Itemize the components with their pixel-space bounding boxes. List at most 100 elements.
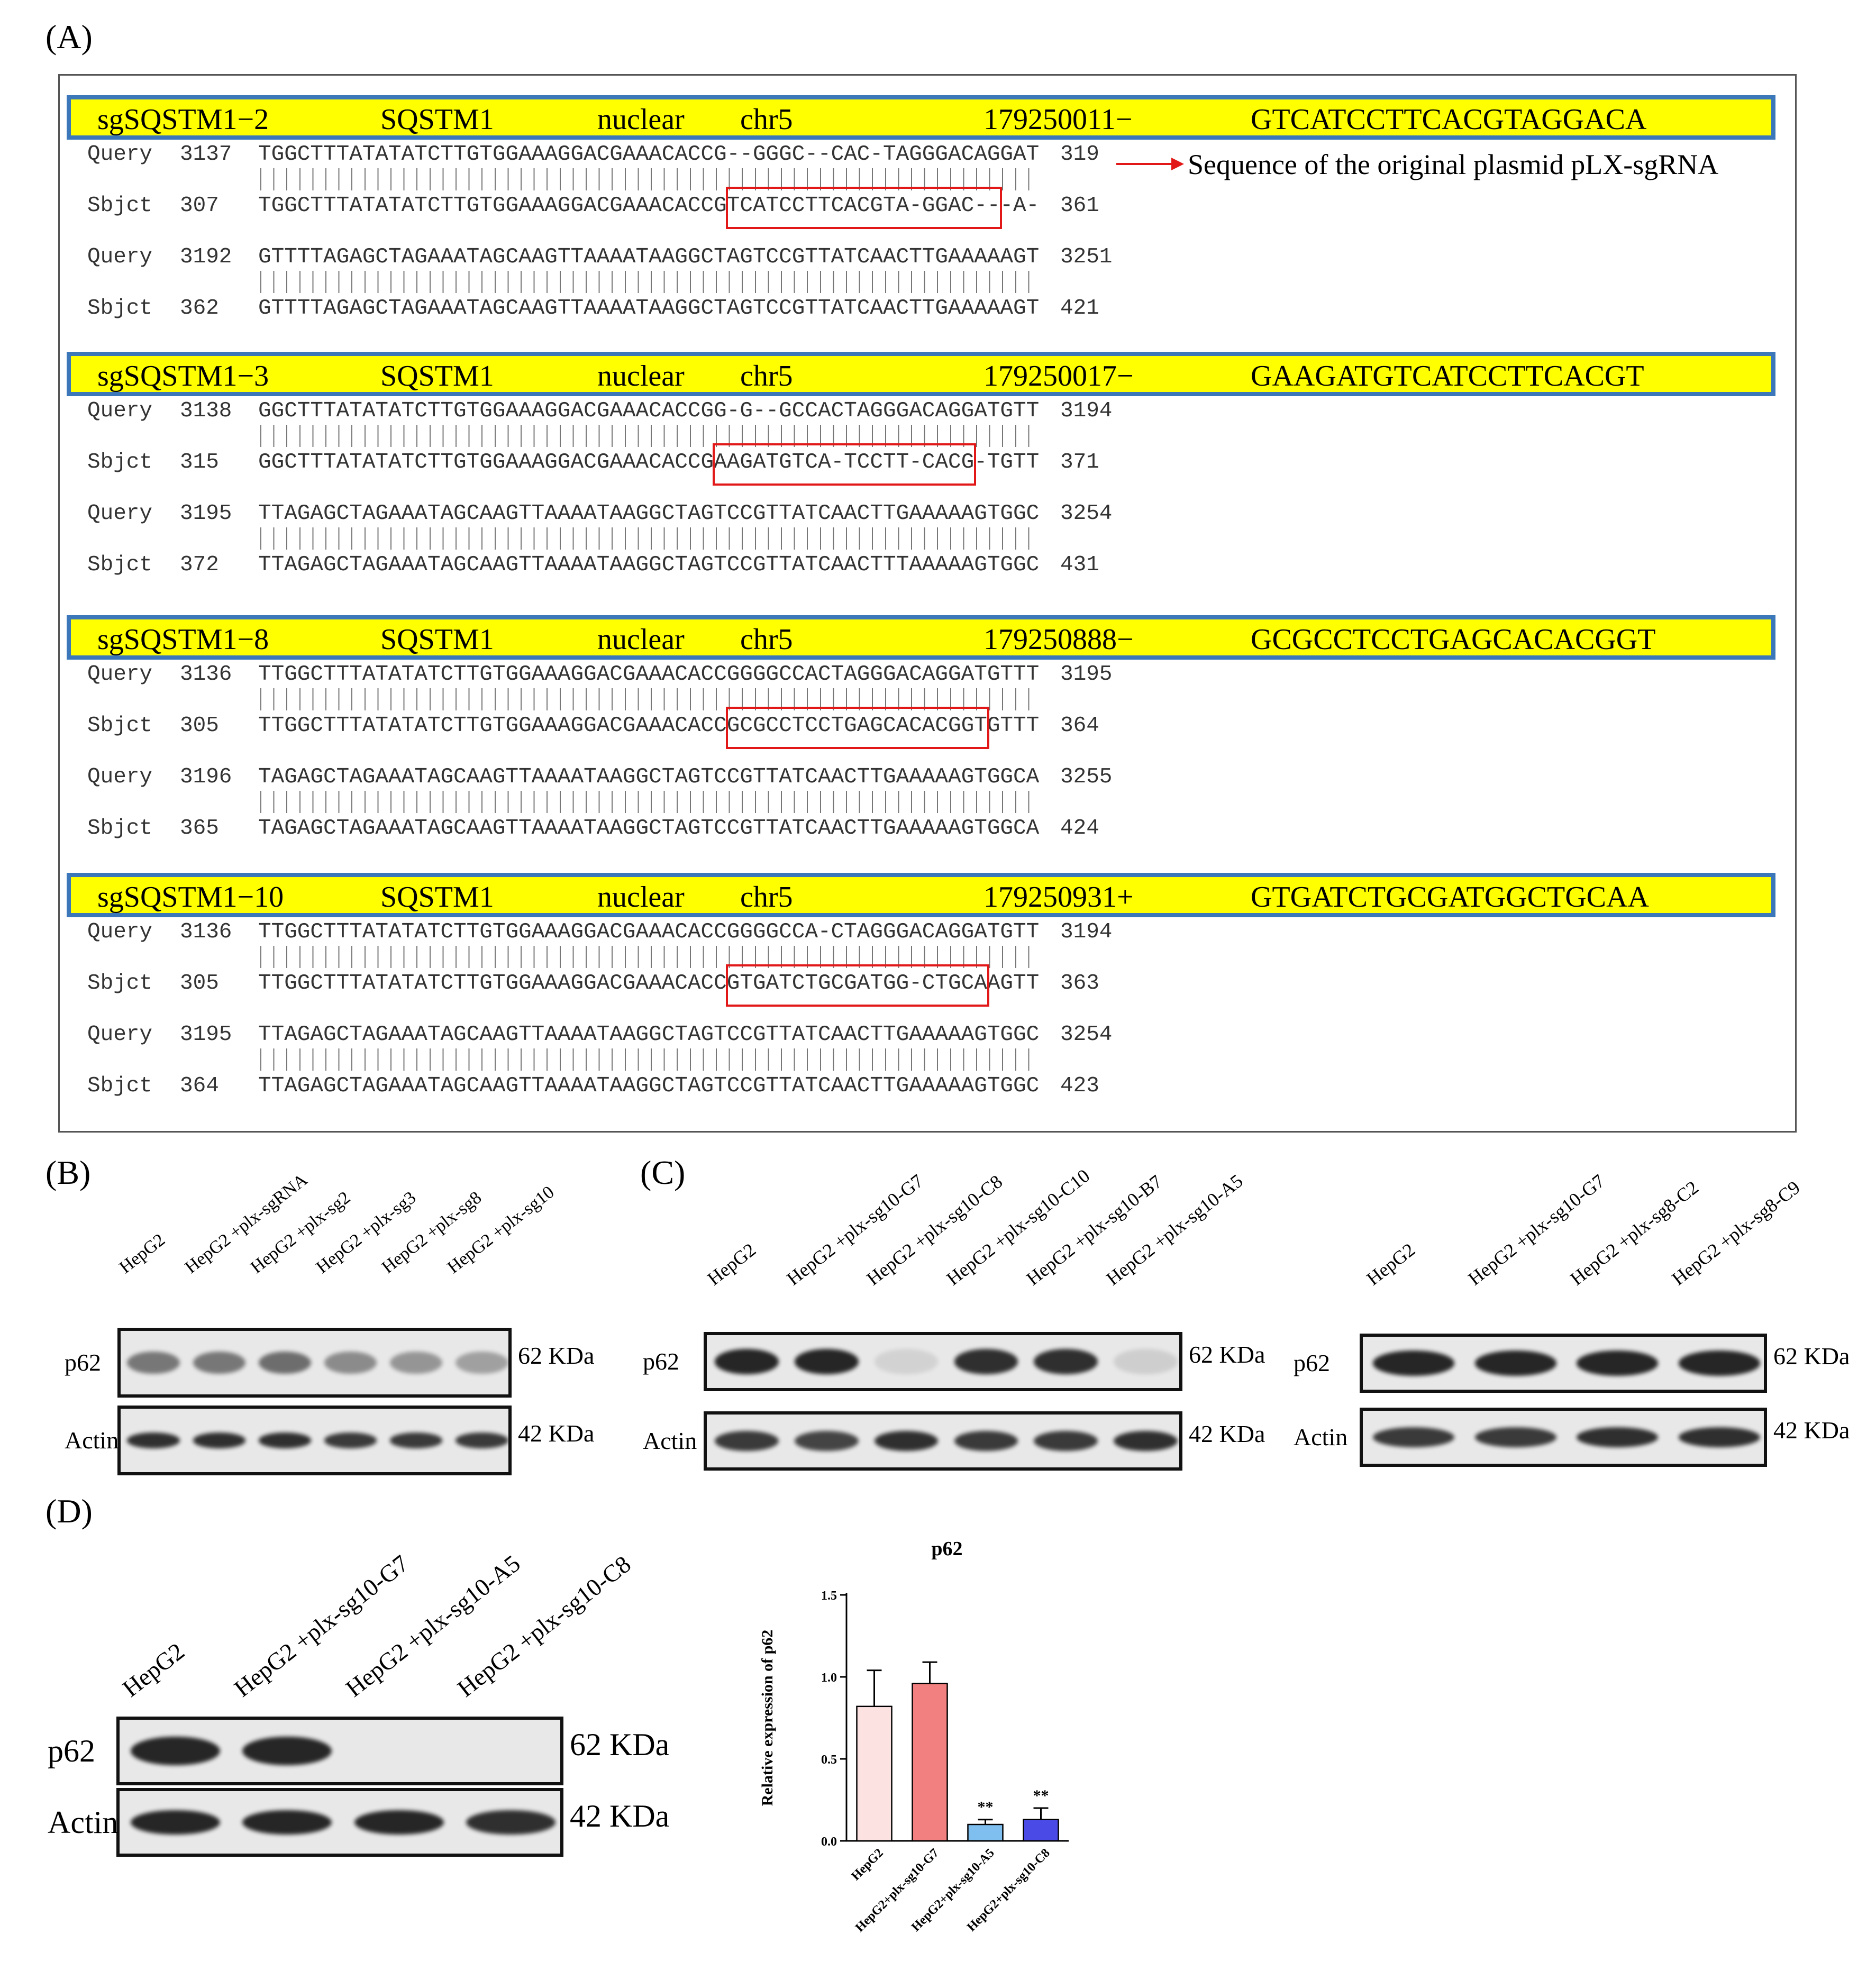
alignment-row-label: Sbjct: [87, 816, 153, 841]
alignment-end: 3254: [1060, 1023, 1113, 1047]
y-tick-label: 0.0: [821, 1835, 837, 1849]
p62-band: [1114, 1349, 1178, 1374]
alignment-start: 365: [180, 816, 219, 841]
alignment-end: 421: [1060, 296, 1099, 321]
p62-band: [324, 1351, 377, 1374]
actin-row-label: Actin: [643, 1427, 697, 1454]
header-chr: chr5: [740, 360, 793, 393]
actin-band: [874, 1430, 939, 1452]
lane-label: HepG2: [117, 1637, 189, 1702]
kda-marker: 62 KDa: [1189, 1341, 1265, 1368]
red-arrow-icon: [1116, 158, 1184, 170]
header-seq: GTGATCTGCGATGGCTGCAA: [1251, 881, 1649, 914]
alignment-row-label: Query: [87, 501, 153, 526]
alignment-sequence: GTTTTAGAGCTAGAAATAGCAAGTTAAAATAAGGCTAGTC…: [258, 245, 1040, 269]
alignment-sequence: TTGGCTTTATATATCTTGTGGAAAGGACGAAACACCGTGA…: [258, 971, 1040, 996]
header-name: sgSQSTM1−3: [97, 360, 269, 393]
panel-a-label: (A): [45, 18, 93, 56]
sgrna-header-band: sgSQSTM1−8 SQSTM1 nuclear chr5 179250888− GCG…: [67, 615, 1775, 660]
actin-band: [954, 1430, 1018, 1452]
guide-highlight-box: [725, 964, 989, 1007]
alignment-end: 371: [1060, 450, 1099, 474]
header-loc: nuclear: [597, 103, 685, 136]
actin-band: [715, 1430, 779, 1452]
alignment-start: 307: [180, 194, 219, 218]
header-loc: nuclear: [597, 360, 685, 393]
alignment-row-label: Query: [87, 245, 153, 269]
actin-band: [456, 1432, 508, 1448]
actin-row-label: Actin: [1294, 1424, 1348, 1450]
alignment-sequence: TAGAGCTAGAAATAGCAAGTTAAAATAAGGCTAGTCCGTT…: [258, 765, 1040, 789]
alignment-end: 319: [1060, 142, 1099, 167]
alignment-end: 431: [1060, 553, 1099, 577]
alignment-row-label: Query: [87, 399, 153, 423]
p62-band: [242, 1736, 332, 1766]
p62-band: [127, 1351, 180, 1374]
match-bars: [260, 1048, 1041, 1071]
alignment-sequence: TAGAGCTAGAAATAGCAAGTTAAAATAAGGCTAGTCCGTT…: [258, 816, 1040, 841]
actin-band: [258, 1432, 312, 1448]
alignment-start: 305: [180, 971, 219, 996]
match-bars: [260, 271, 1041, 293]
p62-row-label: p62: [1294, 1349, 1330, 1376]
alignment-sequence: TGGCTTTATATATCTTGTGGAAAGGACGAAACACCGTCAT…: [258, 194, 1040, 218]
alignment-row-label: Sbjct: [87, 194, 153, 218]
actin-blot-strip: [704, 1411, 1182, 1471]
lane-label: HepG2 +plx-sgRNA: [181, 1170, 312, 1278]
panel-d-label: (D): [45, 1492, 93, 1530]
lane-label: HepG2 +plx-sg10-C8: [862, 1171, 1007, 1290]
sgrna-header-band: sgSQSTM1−2 SQSTM1 nuclear chr5 179250011− GTC…: [67, 95, 1775, 140]
x-tick-label: HepG2: [849, 1846, 886, 1883]
alignment-end: 423: [1060, 1074, 1099, 1098]
header-seq: GTCATCCTTCACGTAGGACA: [1251, 103, 1647, 136]
actin-band: [1577, 1427, 1659, 1448]
alignment-sequence: TTAGAGCTAGAAATAGCAAGTTAAAATAAGGCTAGTCCGT…: [258, 1074, 1040, 1098]
significance-label: **: [1033, 1787, 1049, 1804]
significance-label: **: [978, 1799, 994, 1816]
actin-blot-strip: [117, 1406, 512, 1475]
bar: [856, 1705, 893, 1842]
kda-marker: 62 KDa: [1773, 1343, 1850, 1370]
alignment-end: 3195: [1060, 662, 1113, 687]
alignment-row-label: Sbjct: [87, 1074, 153, 1098]
p62-band: [1678, 1350, 1760, 1376]
alignment-sequence: GGCTTTATATATCTTGTGGAAAGGACGAAACACCGAAGAT…: [258, 450, 1040, 474]
lane-label: HepG2 +plx-sg10-A5: [1102, 1170, 1247, 1290]
alignment-end: 361: [1060, 194, 1099, 218]
alignment-end: 3194: [1060, 399, 1113, 423]
p62-row-label: p62: [65, 1349, 101, 1376]
kda-marker: 42 KDa: [570, 1799, 670, 1833]
header-gene: SQSTM1: [380, 623, 494, 656]
actin-band: [354, 1810, 444, 1835]
header-name: sgSQSTM1−10: [97, 881, 284, 914]
alignment-sequence: TTAGAGCTAGAAATAGCAAGTTAAAATAAGGCTAGTCCGT…: [258, 553, 1040, 577]
alignment-start: 305: [180, 714, 219, 738]
lane-label: HepG2: [115, 1230, 169, 1278]
header-name: sgSQSTM1−2: [97, 103, 269, 136]
header-pos: 179250931+: [983, 881, 1134, 914]
plasmid-note: Sequence of the original plasmid pLX-sgR…: [1188, 149, 1719, 180]
alignment-start: 362: [180, 296, 219, 321]
bar: [912, 1683, 948, 1842]
p62-band: [456, 1351, 508, 1374]
alignment-start: 364: [180, 1074, 219, 1098]
match-bars: [260, 791, 1041, 813]
actin-band: [242, 1810, 332, 1835]
header-pos: 179250017−: [983, 360, 1134, 393]
alignment-start: 3136: [180, 662, 232, 687]
actin-band: [1474, 1427, 1556, 1448]
y-tick-label: 1.0: [821, 1671, 837, 1685]
p62-band: [1034, 1349, 1098, 1374]
actin-blot-strip: [1360, 1408, 1767, 1467]
alignment-start: 3138: [180, 399, 232, 423]
p62-blot-strip: [704, 1332, 1182, 1391]
alignment-end: 364: [1060, 714, 1099, 738]
p62-blot-strip: [117, 1328, 512, 1398]
actin-band: [193, 1432, 245, 1448]
p62-band: [1577, 1350, 1659, 1376]
lane-label: HepG2: [703, 1239, 760, 1290]
header-chr: chr5: [740, 623, 793, 656]
alignment-end: 424: [1060, 816, 1099, 841]
actin-band: [466, 1810, 555, 1835]
actin-band: [127, 1432, 180, 1448]
